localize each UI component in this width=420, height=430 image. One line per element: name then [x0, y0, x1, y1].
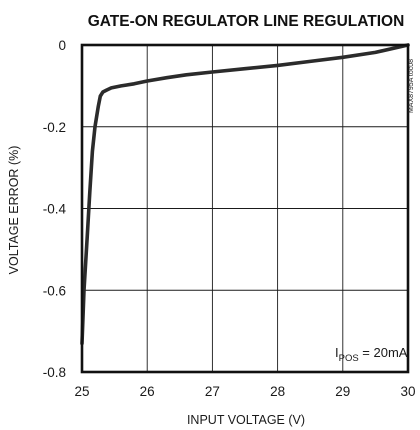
plot-frame	[80, 43, 410, 374]
x-tick-label: 28	[270, 384, 285, 399]
grid	[81, 44, 409, 373]
series-layer	[80, 43, 410, 346]
y-tick-label: -0.6	[43, 283, 66, 298]
chart-title: GATE-ON REGULATOR LINE REGULATION	[88, 13, 405, 30]
y-tick-label: 0	[58, 38, 66, 53]
y-axis-label: VOLTAGE ERROR (%)	[7, 146, 21, 275]
annotation-ipos: IPOS = 20mA	[335, 345, 408, 364]
y-tick-label: -0.2	[43, 120, 66, 135]
y-tick-label: -0.8	[43, 365, 66, 380]
figure-code: MAX8795A toc08	[408, 59, 415, 113]
x-tick-label: 25	[74, 384, 89, 399]
y-tick-label: -0.4	[43, 202, 67, 217]
x-axis-label: INPUT VOLTAGE (V)	[187, 413, 305, 427]
annotation-subscript: POS	[339, 353, 359, 364]
x-tick-label: 30	[400, 384, 415, 399]
x-tick-label: 27	[205, 384, 220, 399]
x-tick-label: 26	[140, 384, 155, 399]
annotation-prefix: I	[335, 345, 339, 360]
tick-labels: 25 26 27 28 29 30 0 -0.2 -0.4 -0.6 -0.8	[43, 38, 416, 399]
series-line	[80, 43, 410, 346]
annotation-suffix: = 20mA	[359, 345, 408, 360]
x-tick-label: 29	[335, 384, 350, 399]
